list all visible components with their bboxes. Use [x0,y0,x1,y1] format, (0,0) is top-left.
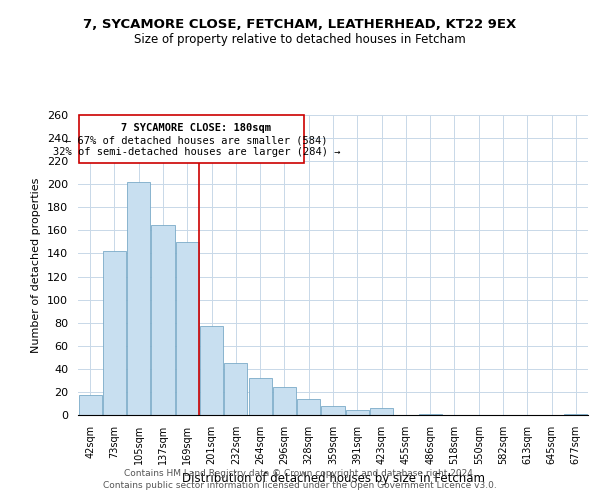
Bar [151,224,175,415]
Y-axis label: Number of detached properties: Number of detached properties [31,178,41,352]
Bar [322,406,344,415]
FancyBboxPatch shape [79,115,304,164]
Text: ← 67% of detached houses are smaller (584): ← 67% of detached houses are smaller (58… [65,136,328,146]
Bar [103,251,126,415]
Bar [273,388,296,415]
Bar [565,414,587,415]
Text: 32% of semi-detached houses are larger (284) →: 32% of semi-detached houses are larger (… [53,148,340,158]
Bar [370,408,393,415]
X-axis label: Distribution of detached houses by size in Fetcham: Distribution of detached houses by size … [182,472,485,486]
Bar [248,378,272,415]
Text: 7 SYCAMORE CLOSE: 180sqm: 7 SYCAMORE CLOSE: 180sqm [121,123,271,133]
Bar [200,326,223,415]
Bar [346,410,369,415]
Bar [176,242,199,415]
Bar [79,396,101,415]
Text: 7, SYCAMORE CLOSE, FETCHAM, LEATHERHEAD, KT22 9EX: 7, SYCAMORE CLOSE, FETCHAM, LEATHERHEAD,… [83,18,517,30]
Bar [127,182,150,415]
Bar [224,363,247,415]
Bar [419,414,442,415]
Text: Contains HM Land Registry data © Crown copyright and database right 2024.
Contai: Contains HM Land Registry data © Crown c… [103,468,497,490]
Text: Size of property relative to detached houses in Fetcham: Size of property relative to detached ho… [134,32,466,46]
Bar [297,399,320,415]
